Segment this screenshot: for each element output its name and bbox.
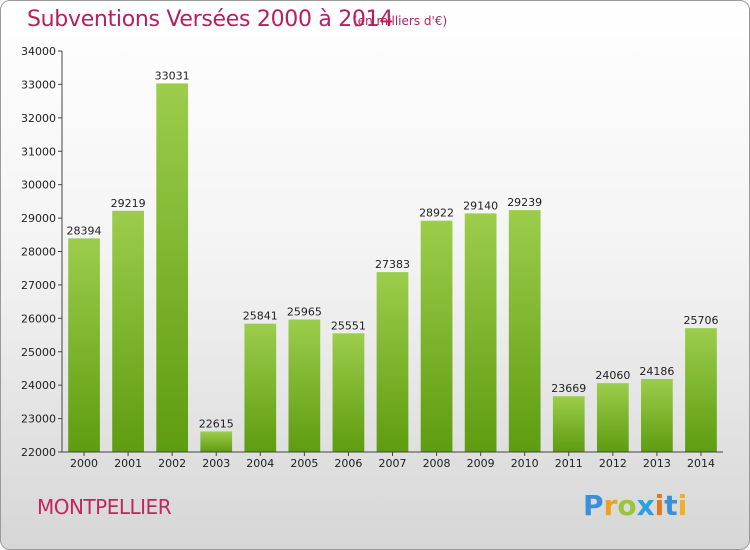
value-label: 24060 <box>595 369 630 382</box>
x-tick-label: 2001 <box>114 457 142 470</box>
x-tick-label: 2007 <box>379 457 407 470</box>
bars-group: 28394 29219 33031 22615 25841 25965 25551 27383… <box>67 69 718 453</box>
bar-2008 <box>420 220 453 452</box>
y-tick-label: 26000 <box>21 312 56 325</box>
y-tick-label: 31000 <box>21 145 56 158</box>
x-tick-label: 2005 <box>290 457 318 470</box>
value-label: 33031 <box>155 69 190 82</box>
x-tick-label: 2012 <box>599 457 627 470</box>
x-tick-label: 2011 <box>555 457 583 470</box>
y-tick-label: 28000 <box>21 246 56 259</box>
logo-letter: t <box>664 489 678 522</box>
value-label: 28922 <box>419 207 454 220</box>
y-tick-label: 29000 <box>21 212 56 225</box>
x-tick-label: 2003 <box>202 457 230 470</box>
x-tick-label: 2004 <box>246 457 274 470</box>
bar-2013 <box>641 378 673 452</box>
unit-label: (en milliers d'€) <box>353 14 448 28</box>
city-name: MONTPELLIER <box>37 495 172 519</box>
value-label: 24186 <box>639 365 674 378</box>
y-tick-label: 33000 <box>21 78 56 91</box>
x-tick-label: 2002 <box>158 457 186 470</box>
y-tick-label: 34000 <box>21 45 56 58</box>
bar-2014 <box>685 328 717 452</box>
y-tick-label: 25000 <box>21 346 56 359</box>
value-label: 25965 <box>287 306 322 319</box>
bar-2003 <box>200 431 233 452</box>
bar-2000 <box>68 238 100 452</box>
y-tick-label: 24000 <box>21 379 56 392</box>
value-label: 29140 <box>463 199 498 212</box>
value-label: 22615 <box>199 417 234 430</box>
bar-2005 <box>288 319 321 452</box>
y-tick-label: 27000 <box>21 279 56 292</box>
bar-2002 <box>156 83 189 453</box>
value-label: 23669 <box>551 382 586 395</box>
value-label: 27383 <box>375 258 410 271</box>
bar-2009 <box>464 213 497 452</box>
bar-2006 <box>332 333 365 452</box>
logo-letter: i <box>654 489 665 522</box>
y-axis: 22000 23000 24000 25000 26000 27000 28000 29000… <box>21 45 63 459</box>
bar-2007 <box>376 272 409 452</box>
y-tick-label: 30000 <box>21 179 56 192</box>
value-label: 28394 <box>67 224 102 237</box>
value-label: 25551 <box>331 319 366 332</box>
x-tick-label: 2000 <box>70 457 98 470</box>
x-tick-label: 2013 <box>643 457 671 470</box>
x-tick-label: 2006 <box>334 457 362 470</box>
x-tick-label: 2008 <box>423 457 451 470</box>
logo-letter: P <box>583 489 604 522</box>
value-label: 29239 <box>507 196 542 209</box>
chart-title: Subventions Versées 2000 à 2014 <box>27 7 394 32</box>
bar-2001 <box>112 210 144 452</box>
x-tick-label: 2010 <box>511 457 539 470</box>
y-tick-label: 22000 <box>21 446 56 459</box>
x-axis: 2000 2001 2002 2003 2004 2005 2006 2007 2008 2009… <box>62 451 723 470</box>
x-tick-label: 2014 <box>687 457 715 470</box>
y-tick-label: 32000 <box>21 112 56 125</box>
proxiti-logo[interactable]: Proxiti <box>583 489 687 522</box>
logo-letter: o <box>617 489 637 522</box>
value-label: 25706 <box>683 314 718 327</box>
bar-2004 <box>244 323 277 452</box>
y-tick-label: 23000 <box>21 413 56 426</box>
logo-letter: r <box>603 489 618 522</box>
bar-2011 <box>552 396 585 452</box>
value-label: 25841 <box>243 310 278 323</box>
logo-letter: x <box>636 489 655 522</box>
bar-2012 <box>596 383 629 452</box>
bar-2010 <box>508 210 541 452</box>
x-tick-label: 2009 <box>467 457 495 470</box>
logo-letter: i <box>677 489 688 522</box>
value-label: 29219 <box>111 197 146 210</box>
